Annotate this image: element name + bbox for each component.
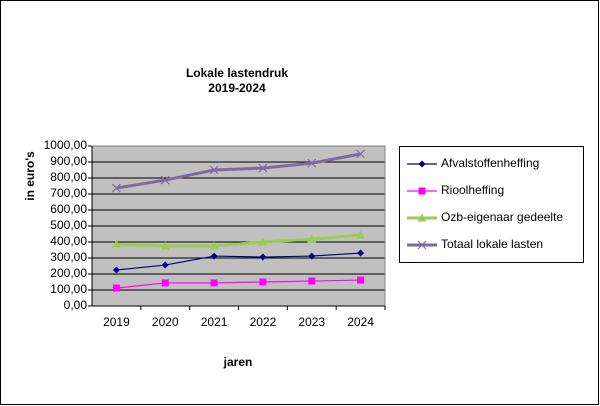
y-tick-label: 500,00 — [50, 218, 87, 232]
y-tick-label: 700,00 — [50, 186, 87, 200]
marker — [356, 230, 366, 239]
y-tick-label: 200,00 — [50, 266, 87, 280]
marker — [418, 187, 426, 195]
chart-title: Lokale lastendruk — [186, 66, 288, 80]
marker — [209, 241, 219, 250]
marker — [111, 239, 121, 248]
marker — [418, 160, 426, 168]
marker — [112, 284, 120, 292]
marker — [357, 276, 365, 284]
y-tick-label: 400,00 — [50, 234, 87, 248]
marker — [161, 279, 169, 287]
y-tick-label: 0,00 — [64, 298, 88, 312]
marker — [307, 158, 317, 168]
marker — [308, 277, 316, 285]
series-line — [116, 279, 361, 289]
x-axis-label: jaren — [223, 355, 253, 369]
x-tick-label: 2020 — [152, 315, 179, 329]
legend-box — [399, 146, 584, 263]
y-tick-label: 600,00 — [50, 202, 87, 216]
legend-label: Totaal lokale lasten — [441, 237, 543, 251]
marker — [357, 249, 365, 257]
series-line — [116, 233, 361, 248]
marker — [258, 237, 268, 246]
marker — [259, 253, 267, 261]
marker — [258, 163, 268, 173]
marker — [210, 279, 218, 287]
marker — [356, 149, 366, 159]
y-axis-label: in euro's — [23, 151, 37, 201]
marker — [160, 241, 170, 250]
x-tick-label: 2022 — [250, 315, 277, 329]
marker — [112, 266, 120, 274]
legend-label: Afvalstoffenheffing — [441, 156, 539, 170]
x-tick-label: 2021 — [201, 315, 228, 329]
chart-subtitle: 2019-2024 — [208, 81, 266, 95]
y-tick-label: 100,00 — [50, 282, 87, 296]
series-line — [116, 152, 361, 190]
marker — [417, 213, 427, 222]
marker — [111, 183, 121, 193]
y-tick-label: 1000,00 — [44, 138, 88, 152]
marker — [209, 165, 219, 175]
x-tick-label: 2024 — [347, 315, 374, 329]
marker — [259, 278, 267, 286]
marker — [308, 252, 316, 260]
y-tick-label: 900,00 — [50, 154, 87, 168]
marker — [307, 234, 317, 243]
y-tick-label: 800,00 — [50, 170, 87, 184]
marker — [160, 175, 170, 185]
series-line — [116, 252, 361, 271]
x-tick-label: 2023 — [298, 315, 325, 329]
marker — [417, 240, 427, 250]
legend-label: Ozb-eigenaar gedeelte — [441, 210, 563, 224]
marker — [210, 252, 218, 260]
marker — [161, 261, 169, 269]
x-tick-label: 2019 — [103, 315, 130, 329]
legend-label: Rioolheffing — [441, 183, 504, 197]
y-tick-label: 300,00 — [50, 250, 87, 264]
